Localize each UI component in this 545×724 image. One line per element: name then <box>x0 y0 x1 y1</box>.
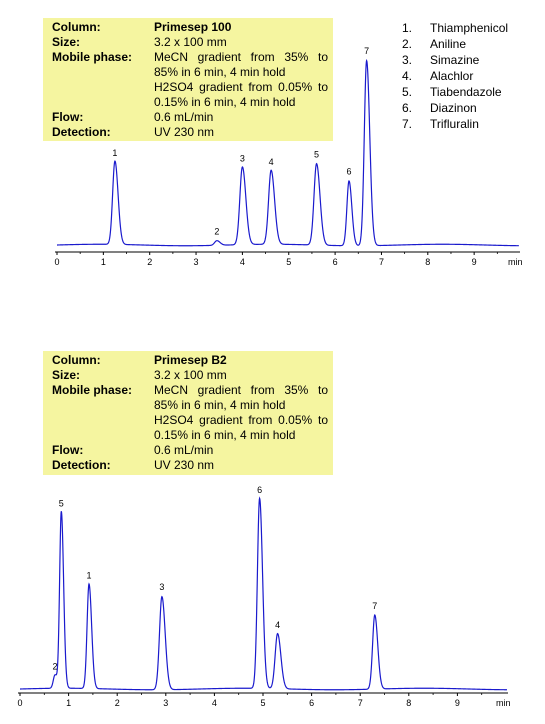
column-value: Primesep 100 <box>154 20 232 34</box>
chromatogram-trace <box>56 58 519 247</box>
x-tick-label: 4 <box>240 257 245 267</box>
x-tick-label: 4 <box>212 698 217 708</box>
x-tick-label: 0 <box>54 257 59 267</box>
size-value: 3.2 x 100 mm <box>154 35 227 49</box>
peak-label: 6 <box>257 485 262 495</box>
legend-number: 5. <box>402 85 413 99</box>
legend-item: 4. Alachlor <box>402 68 508 84</box>
mobile-phase-label: Mobile phase: <box>52 50 133 64</box>
legend-name: Diazinon <box>430 101 477 115</box>
x-tick-label: 5 <box>260 698 265 708</box>
legend-item: 6. Diazinon <box>402 100 508 116</box>
mobile-phase-value-1: MeCN gradient from 35% to 85% in 6 min, … <box>154 50 328 79</box>
peak-label: 5 <box>59 498 64 508</box>
legend-number: 7. <box>402 117 413 131</box>
x-unit-label: min <box>508 257 523 267</box>
chromatogram-trace <box>19 496 507 691</box>
legend-name: Tiabendazole <box>430 85 502 99</box>
detection-value: UV 230 nm <box>154 458 215 472</box>
flow-label: Flow: <box>52 443 84 457</box>
peak-label: 2 <box>52 662 57 672</box>
x-tick-label: 6 <box>333 257 338 267</box>
flow-value: 0.6 mL/min <box>154 110 214 124</box>
x-tick-label: 6 <box>309 698 314 708</box>
peak-label: 7 <box>372 601 377 611</box>
peak-label: 4 <box>275 620 280 630</box>
legend-number: 3. <box>402 53 413 67</box>
legend-number: 2. <box>402 37 413 51</box>
legend-name: Trifluralin <box>430 117 479 131</box>
peak-label: 5 <box>314 150 319 160</box>
compound-legend: 1. Thiamphenicol 2. Aniline 3. Simazine 4. A… <box>402 20 508 132</box>
x-tick-label: 2 <box>147 257 152 267</box>
flow-label: Flow: <box>52 110 84 124</box>
size-label: Size: <box>52 35 81 49</box>
legend-name: Simazine <box>430 53 480 67</box>
x-tick-label: 8 <box>406 698 411 708</box>
legend-number: 6. <box>402 101 413 115</box>
peak-label: 2 <box>214 226 219 236</box>
legend-name: Aniline <box>430 37 467 51</box>
mobile-phase-value-2: H2SO4 gradient from 0.05% to 0.15% in 6 … <box>154 413 328 442</box>
legend-item: 1. Thiamphenicol <box>402 20 508 36</box>
legend-number: 4. <box>402 69 413 83</box>
x-tick-label: 9 <box>455 698 460 708</box>
flow-value: 0.6 mL/min <box>154 443 214 457</box>
legend-number: 1. <box>402 21 413 35</box>
x-tick-label: 2 <box>115 698 120 708</box>
x-tick-label: 1 <box>66 698 71 708</box>
column-label: Column: <box>52 20 101 34</box>
column-value: Primesep B2 <box>154 353 227 367</box>
x-tick-label: 8 <box>425 257 430 267</box>
peak-label: 7 <box>364 46 369 56</box>
x-tick-label: 7 <box>379 257 384 267</box>
peak-label: 3 <box>159 582 164 592</box>
peak-label: 4 <box>269 157 274 167</box>
x-tick-label: 1 <box>101 257 106 267</box>
mobile-phase-value-1: MeCN gradient from 35% to 85% in 6 min, … <box>154 383 328 412</box>
x-tick-label: 9 <box>472 257 477 267</box>
peak-label: 1 <box>112 148 117 158</box>
legend-item: 7. Trifluralin <box>402 116 508 132</box>
peak-label: 3 <box>240 153 245 163</box>
detection-label: Detection: <box>52 125 111 139</box>
peak-label: 1 <box>87 571 92 581</box>
detection-value: UV 230 nm <box>154 125 215 139</box>
legend-item: 3. Simazine <box>402 52 508 68</box>
legend-name: Alachlor <box>430 69 474 83</box>
x-unit-label: min <box>496 698 511 708</box>
size-value: 3.2 x 100 mm <box>154 368 227 382</box>
x-tick-label: 0 <box>17 698 22 708</box>
size-label: Size: <box>52 368 81 382</box>
detection-label: Detection: <box>52 458 111 472</box>
conditions-box-top: Column: Primesep 100 Size: 3.2 x 100 mm Mo… <box>43 18 333 141</box>
x-tick-label: 3 <box>194 257 199 267</box>
peak-label: 6 <box>346 166 351 176</box>
conditions-box-bottom: Column: Primesep B2 Size: 3.2 x 100 mm Mob… <box>43 351 333 475</box>
x-tick-label: 3 <box>163 698 168 708</box>
legend-name: Thiamphenicol <box>430 21 509 35</box>
mobile-phase-label: Mobile phase: <box>52 383 133 397</box>
column-label: Column: <box>52 353 101 367</box>
legend-item: 5. Tiabendazole <box>402 84 508 100</box>
x-tick-label: 7 <box>358 698 363 708</box>
chromatogram-top: 0 1 2 3 4 5 6 7 8 9 min 1 2 3 4 5 6 7 <box>54 46 523 267</box>
mobile-phase-value-2: H2SO4 gradient from 0.05% to 0.15% in 6 … <box>154 80 328 109</box>
legend-item: 2. Aniline <box>402 36 508 52</box>
x-tick-label: 5 <box>286 257 291 267</box>
